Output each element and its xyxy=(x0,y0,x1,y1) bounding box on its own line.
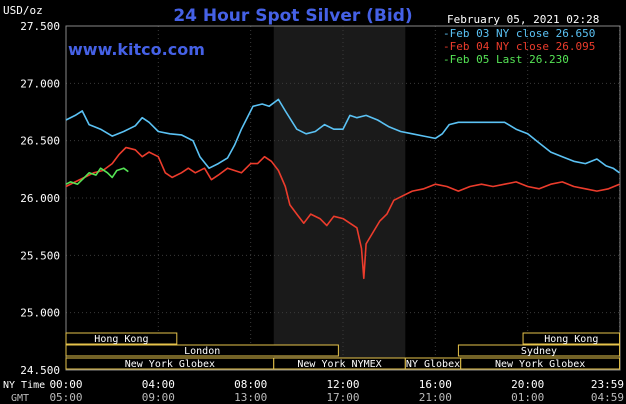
x-tick-ny: 20:00 xyxy=(511,378,544,391)
plot-area xyxy=(65,25,621,371)
legend-entry-1: -Feb 03 NY close 26.650 xyxy=(443,27,595,40)
series-line-2 xyxy=(65,146,620,280)
session-label: Hong Kong xyxy=(544,334,598,345)
x-tick-gmt: 13:00 xyxy=(234,391,267,404)
gmt-row-label: GMT xyxy=(11,393,29,404)
y-tick-label: 27.000 xyxy=(20,77,60,90)
x-tick-ny: 00:00 xyxy=(49,378,82,391)
y-tick-label: 24.500 xyxy=(20,364,60,377)
series-lines xyxy=(65,98,620,280)
session-label: Hong Kong xyxy=(94,334,148,345)
session-label: New York Globex xyxy=(495,359,585,370)
session-label: New York Globex xyxy=(125,359,215,370)
legend: -Feb 03 NY close 26.650-Feb 04 NY close … xyxy=(443,27,595,66)
session-bar xyxy=(460,357,621,370)
plot-frame xyxy=(65,25,621,371)
x-tick-ny: 16:00 xyxy=(419,378,452,391)
session-bar xyxy=(65,332,178,345)
y-tick-label: 26.000 xyxy=(20,192,60,205)
session-label: NY Globex xyxy=(406,359,460,370)
session-label: Sydney xyxy=(521,346,557,357)
datetime-stamp: February 05, 2021 02:28 xyxy=(447,13,599,26)
session-bar xyxy=(522,332,621,345)
axes: 27.500 27.000 26.500 26.000 25.500 25.000 24.5… xyxy=(20,20,624,404)
y-tick-label: 27.500 xyxy=(20,20,60,33)
session-label: New York NYMEX xyxy=(297,359,381,370)
session-bar xyxy=(457,344,621,357)
x-tick-gmt: 04:59 xyxy=(591,391,624,404)
y-tick-label: 26.500 xyxy=(20,135,60,148)
x-tick-ny: 23:59 xyxy=(591,378,624,391)
x-tick-ny: 12:00 xyxy=(326,378,359,391)
x-tick-ny: 04:00 xyxy=(142,378,175,391)
legend-entry-2: -Feb 04 NY close 26.095 xyxy=(443,40,595,53)
chart-title: 24 Hour Spot Silver (Bid) xyxy=(173,6,412,26)
x-tick-gmt: 09:00 xyxy=(142,391,175,404)
watermark: www.kitco.com xyxy=(68,40,205,59)
series-line-3 xyxy=(65,167,129,185)
nymex-session-shade xyxy=(273,26,406,370)
x-tick-gmt: 21:00 xyxy=(419,391,452,404)
market-sessions: Hong Kong Hong Kong London Sydney New York G… xyxy=(65,332,621,370)
series-line-1 xyxy=(65,98,620,174)
x-tick-gmt: 05:00 xyxy=(49,391,82,404)
y-tick-label: 25.500 xyxy=(20,249,60,262)
x-tick-gmt: 01:00 xyxy=(511,391,544,404)
session-bar xyxy=(65,344,339,357)
ny-time-row-label: NY Time xyxy=(3,380,45,391)
y-tick-label: 25.000 xyxy=(20,307,60,320)
session-label: London xyxy=(184,346,220,357)
y-axis-unit: USD/oz xyxy=(3,4,43,17)
x-tick-ny: 08:00 xyxy=(234,378,267,391)
x-tick-gmt: 17:00 xyxy=(326,391,359,404)
legend-entry-3: -Feb 05 Last 26.230 xyxy=(443,53,569,66)
